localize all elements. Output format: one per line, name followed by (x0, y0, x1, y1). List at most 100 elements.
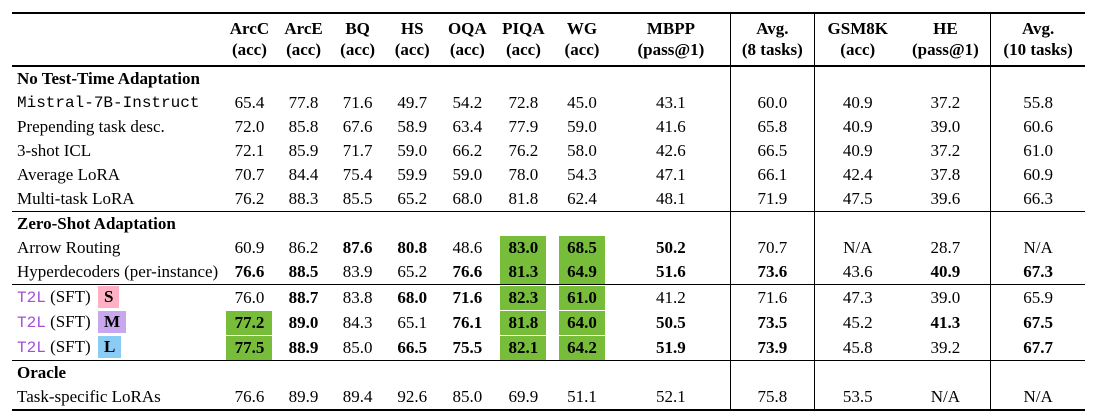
cell-arrow-routing-wg: 68.5 (552, 236, 612, 260)
column-header-avg10: Avg. (10 tasks) (991, 13, 1085, 66)
cell-oracle-arcc (222, 360, 277, 385)
cell-t2l-sft-m-bq: 84.3 (342, 312, 373, 332)
row-label-mistral-7b-instruct: Mistral-7B-Instruct (17, 94, 200, 112)
column-header-piqa-metric: (acc) (505, 40, 541, 59)
column-header-mbpp: MBPP (pass@1) (612, 13, 731, 66)
cell-task-specific-loras-bq: 89.4 (330, 385, 385, 411)
cell-t2l-sft-s-hs: 68.0 (384, 284, 440, 310)
cell-hyperdecoders-per-instance-arcc: 76.6 (234, 262, 265, 281)
method-name-t2l: T2L (17, 289, 46, 307)
cell-hyperdecoders-per-instance-piqa: 81.3 (495, 260, 552, 285)
cell-3-shot-icl-avg10: 61.0 (1023, 141, 1053, 160)
cell-arrow-routing-mbpp: 50.2 (612, 236, 731, 260)
cell-t2l-sft-m-avg10: 67.5 (1023, 312, 1053, 332)
best-score-highlight: 64.2 (559, 335, 605, 360)
method-variant-sft: (SFT) (45, 312, 95, 331)
cell-average-lora-hs: 59.9 (397, 165, 428, 184)
cell-3-shot-icl-he: 37.2 (900, 139, 992, 163)
row-label-3-shot-icl: 3-shot ICL (17, 141, 92, 160)
column-header-wg-name: WG (566, 19, 598, 38)
cell-arrow-routing-avg8: 70.7 (730, 236, 815, 260)
column-header-bq: BQ (acc) (331, 13, 385, 66)
cell-multi-task-lora-arce: 88.3 (288, 189, 319, 208)
cell-zero-shot-adaptation-avg10 (990, 211, 1085, 236)
header-row: ArcC (acc) ArcE (acc) BQ (acc) HS (acc) OQA (acc)… (12, 13, 1085, 66)
cell-oracle-hs (384, 360, 440, 385)
cell-arrow-routing-oqa: 48.6 (452, 238, 483, 257)
column-header-hs-metric: (acc) (394, 40, 430, 59)
row-task-specific-loras: Task-specific LoRAs 76.6 89.9 89.4 92.6 85.0 6… (12, 385, 1085, 411)
cell-no-test-time-adaptation-avg8 (730, 66, 815, 91)
column-header-mbpp-name: MBPP (646, 19, 695, 38)
column-header-arce: ArcE (acc) (276, 13, 330, 66)
cell-t2l-sft-s-he: 39.0 (900, 284, 992, 310)
best-score-highlight: 77.5 (226, 335, 273, 360)
cell-arrow-routing-arcc: 60.9 (234, 238, 265, 257)
cell-no-test-time-adaptation-gsm8k (814, 66, 900, 91)
best-score-highlight: 83.0 (500, 236, 547, 260)
cell-multi-task-lora-arcc: 76.2 (234, 189, 265, 208)
table-header: ArcC (acc) ArcE (acc) BQ (acc) HS (acc) OQA (acc)… (12, 13, 1085, 66)
cell-zero-shot-adaptation-arce (276, 211, 331, 236)
cell-t2l-sft-s-arcc: 76.0 (222, 284, 277, 310)
cell-t2l-sft-s-piqa: 82.3 (494, 284, 552, 310)
column-header-avg10-metric: (10 tasks) (1003, 40, 1073, 59)
cell-average-lora-arcc: 70.7 (234, 165, 265, 184)
cell-prepending-task-desc-arce: 85.8 (288, 117, 319, 136)
column-header-arcc: ArcC (acc) (222, 13, 276, 66)
cell-3-shot-icl-hs: 59.0 (397, 141, 428, 160)
cell-3-shot-icl-wg: 58.0 (567, 141, 597, 160)
cell-mistral-7b-instruct-arcc: 65.4 (234, 93, 265, 112)
cell-t2l-sft-l-he: 39.2 (900, 335, 992, 361)
cell-t2l-sft-m-arcc: 77.2 (222, 310, 276, 335)
cell-prepending-task-desc-mbpp: 41.6 (612, 115, 731, 139)
row-t2l-sft-m: T2L (SFT) M 77.2 89.0 84.3 65.1 76.1 81.8 64.0 5… (12, 310, 1085, 335)
cell-arrow-routing-bq: 87.6 (342, 238, 373, 257)
cell-average-lora-avg8: 66.1 (730, 163, 815, 187)
row-arrow-routing: Arrow Routing 60.9 86.2 87.6 80.8 48.6 83.0 68.… (12, 236, 1085, 260)
section-row-zero-shot-adaptation: Zero-Shot Adaptation (12, 211, 1085, 236)
column-header-piqa: PIQA (acc) (495, 13, 552, 66)
cell-mistral-7b-instruct-he: 37.2 (900, 91, 992, 115)
cell-mistral-7b-instruct-wg: 45.0 (567, 93, 597, 112)
cell-oracle-bq (330, 360, 385, 385)
cell-task-specific-loras-mbpp: 52.1 (612, 385, 731, 411)
cell-3-shot-icl-arcc: 72.1 (234, 141, 265, 160)
row-mistral-7b-instruct: Mistral-7B-Instruct 65.4 77.8 71.6 49.7 54.2 7… (12, 91, 1085, 115)
column-header-avg8: Avg. (8 tasks) (730, 13, 815, 66)
cell-t2l-sft-m-he: 41.3 (900, 310, 992, 335)
cell-task-specific-loras-arce: 89.9 (276, 385, 331, 411)
column-header-he: HE (pass@1) (900, 13, 992, 66)
cell-arrow-routing-arce: 86.2 (288, 238, 319, 257)
cell-oracle-avg10 (990, 360, 1085, 385)
cell-3-shot-icl-piqa: 76.2 (508, 141, 539, 160)
cell-prepending-task-desc-hs: 58.9 (397, 117, 428, 136)
cell-hyperdecoders-per-instance-oqa: 76.6 (452, 262, 483, 281)
cell-prepending-task-desc-wg: 59.0 (567, 117, 597, 136)
cell-mistral-7b-instruct-piqa: 72.8 (508, 93, 539, 112)
column-header-bq-name: BQ (345, 19, 370, 38)
row-hyperdecoders-per-instance: Hyperdecoders (per-instance) 76.6 88.5 83.9… (12, 260, 1085, 285)
cell-no-test-time-adaptation-oqa (440, 66, 495, 91)
section-header-oracle: Oracle (12, 360, 223, 385)
cell-t2l-sft-m-avg8: 73.5 (730, 310, 815, 335)
column-header-gsm8k-name: GSM8K (827, 19, 888, 38)
cell-task-specific-loras-he: N/A (900, 385, 992, 411)
row-label-task-specific-loras: Task-specific LoRAs (12, 385, 223, 411)
column-header-gsm8k-metric: (acc) (840, 40, 876, 59)
cell-oracle-oqa (439, 360, 495, 385)
size-badge-m: M (97, 311, 126, 333)
cell-oracle-wg (551, 360, 613, 385)
cell-multi-task-lora-gsm8k: 47.5 (842, 189, 873, 208)
cell-t2l-sft-s-mbpp: 41.2 (612, 284, 731, 310)
cell-no-test-time-adaptation-wg (552, 66, 612, 91)
section-header-zero-shot-adaptation: Zero-Shot Adaptation (12, 211, 223, 236)
cell-zero-shot-adaptation-he (900, 211, 992, 236)
cell-mistral-7b-instruct-avg10: 55.8 (1023, 93, 1053, 112)
cell-mistral-7b-instruct-mbpp: 43.1 (612, 91, 731, 115)
column-header-arce-metric: (acc) (286, 40, 321, 59)
column-header-oqa: OQA (acc) (440, 13, 495, 66)
row-label-multi-task-lora: Multi-task LoRA (17, 189, 135, 208)
cell-hyperdecoders-per-instance-he: 40.9 (900, 260, 992, 285)
cell-task-specific-loras-arcc: 76.6 (222, 385, 277, 411)
